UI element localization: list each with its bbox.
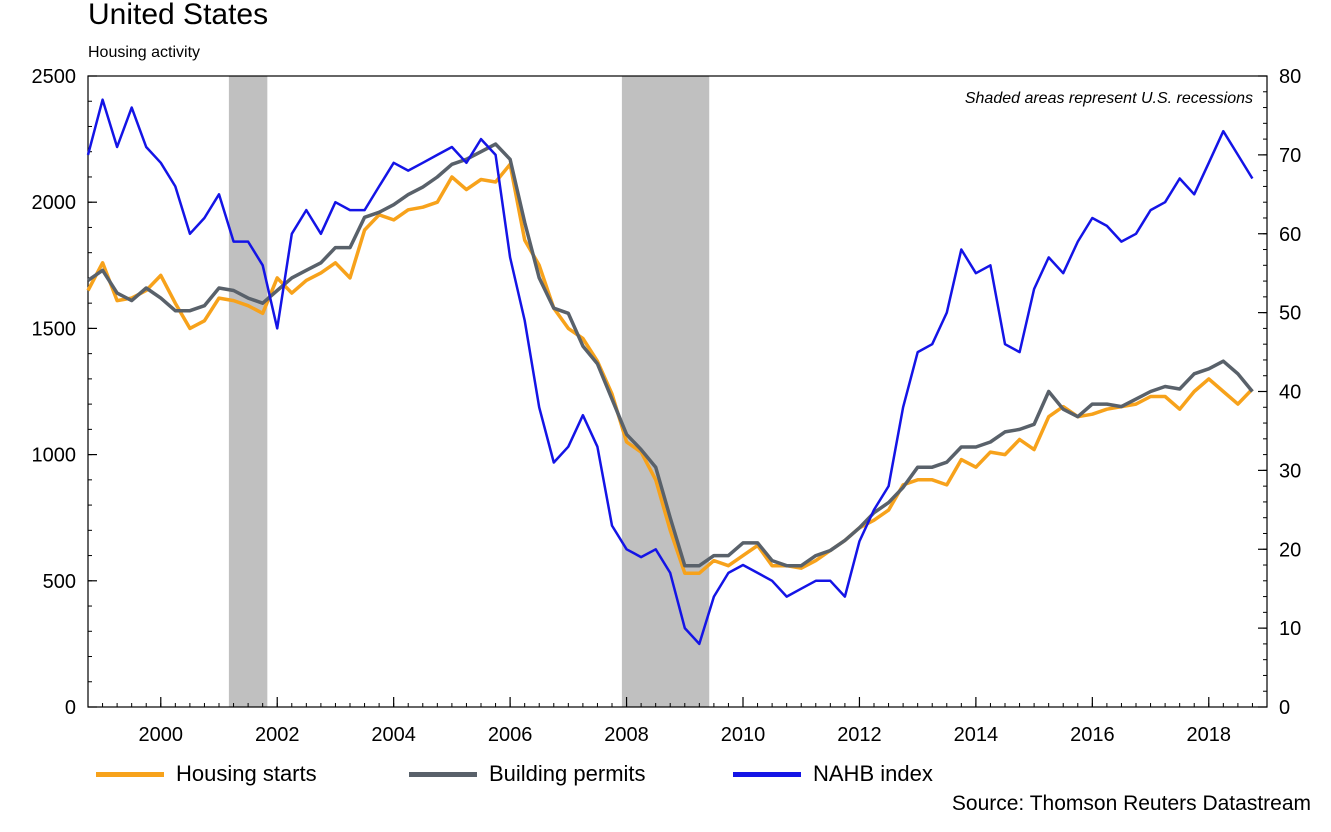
- chart-subtitle: Housing activity: [88, 44, 201, 61]
- legend-swatch-housing-starts: [96, 771, 164, 777]
- recession-layer: [228, 76, 710, 707]
- series-line-building-permits: [87, 142, 1254, 568]
- y-right-tick-label-3: 30: [1279, 460, 1301, 482]
- y-right-tick-label-4: 40: [1279, 382, 1301, 404]
- series-layer: [86, 98, 1254, 646]
- x-tick-label-4: 2008: [604, 724, 649, 746]
- recession-note: Shaded areas represent U.S. recessions: [965, 90, 1253, 107]
- y-right-tick-label-6: 60: [1279, 224, 1301, 246]
- x-tick-label-6: 2012: [837, 724, 882, 746]
- x-tick-label-7: 2014: [954, 724, 999, 746]
- y-left-tick-label-4: 2000: [32, 192, 77, 214]
- legend-nahb-index: NAHB index: [733, 758, 933, 790]
- y-left-tick-label-1: 500: [43, 571, 76, 593]
- x-tick-label-0: 2000: [139, 724, 184, 746]
- y-right-tick-label-0: 0: [1279, 697, 1290, 719]
- series-line-nahb-index: [86, 98, 1254, 646]
- legend-swatch-building-permits: [409, 771, 477, 777]
- y-right-tick-label-1: 10: [1279, 618, 1301, 640]
- x-tick-label-1: 2002: [255, 724, 300, 746]
- series-line-housing-starts: [86, 162, 1254, 575]
- chart-title: United States: [88, 0, 269, 31]
- legend-label-housing-starts: Housing starts: [176, 761, 317, 786]
- y-left-tick-label-0: 0: [65, 697, 76, 719]
- y-right-tick-label-2: 20: [1279, 539, 1301, 561]
- recession-band-1: [621, 76, 710, 707]
- y-right-tick-label-7: 70: [1279, 145, 1301, 167]
- x-tick-label-3: 2006: [488, 724, 533, 746]
- legend-label-nahb-index: NAHB index: [813, 761, 933, 786]
- x-tick-label-8: 2016: [1070, 724, 1115, 746]
- y-right-tick-label-8: 80: [1279, 66, 1301, 88]
- y-left-tick-label-2: 1000: [32, 445, 77, 467]
- legend-label-building-permits: Building permits: [489, 761, 646, 786]
- legend-swatch-nahb-index: [733, 771, 801, 777]
- x-tick-label-5: 2010: [721, 724, 766, 746]
- source-note: Source: Thomson Reuters Datastream: [951, 792, 1311, 815]
- legend-housing-starts: Housing starts: [96, 758, 317, 790]
- x-tick-label-9: 2018: [1187, 724, 1232, 746]
- x-tick-label-2: 2004: [371, 724, 416, 746]
- y-left-tick-label-3: 1500: [32, 318, 77, 340]
- y-right-tick-label-5: 50: [1279, 303, 1301, 325]
- axis-layer: 0 500 1000 1500 2000 2500 0 10 20 30 40 50 60 70 80 200…: [32, 66, 1302, 746]
- legend-building-permits: Building permits: [409, 758, 646, 790]
- recession-band-0: [228, 76, 268, 707]
- y-left-tick-label-5: 2500: [32, 66, 77, 88]
